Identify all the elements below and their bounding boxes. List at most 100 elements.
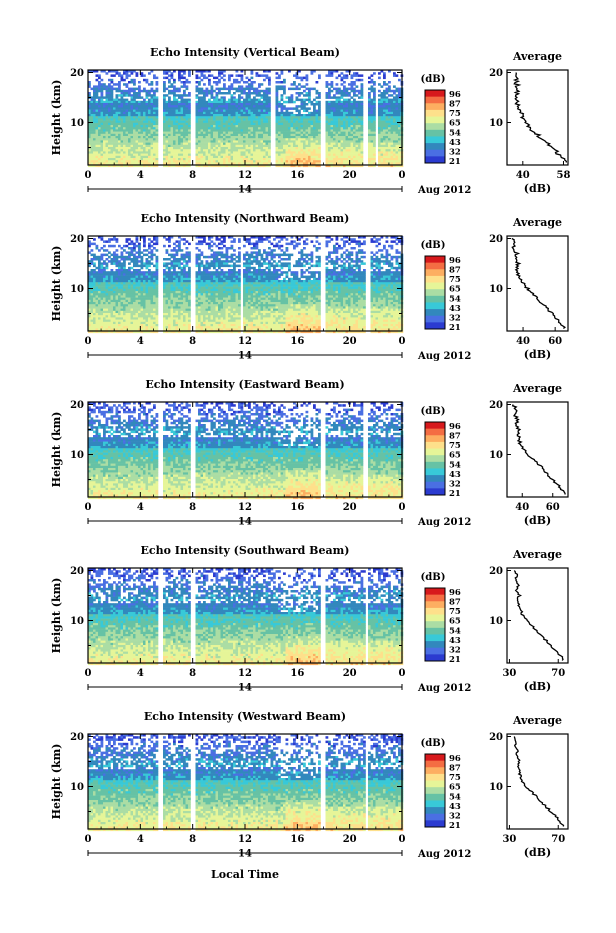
x-tick-label: 8 — [189, 668, 196, 679]
colorbar-tick-label: 43 — [449, 802, 461, 812]
average-profile-line — [514, 571, 563, 661]
average-profile-line — [514, 737, 563, 827]
average-x-tick-label: 60 — [546, 502, 560, 513]
date-label: Aug 2012 — [417, 849, 471, 860]
date-label: Aug 2012 — [417, 351, 471, 362]
colorbar-tick-label: 65 — [449, 285, 461, 295]
colorbar-swatch — [425, 634, 445, 641]
colorbar-tick-label: 75 — [449, 607, 461, 617]
colorbar-tick-label: 54 — [449, 128, 461, 138]
colorbar-tick-label: 75 — [449, 441, 461, 451]
colorbar-swatch — [425, 648, 445, 655]
colorbar-tick-label: 96 — [449, 256, 461, 266]
average-x-tick-label: 30 — [502, 668, 516, 679]
x-tick-label: 0 — [85, 502, 92, 513]
average-y-tick-label: 20 — [489, 68, 503, 79]
average-x-label: (dB) — [524, 348, 551, 361]
colorbar-tick-label: 75 — [449, 109, 461, 119]
x-tick-label: 8 — [189, 502, 196, 513]
colorbar-swatch — [425, 90, 445, 97]
y-axis-label: Height (km) — [50, 744, 63, 820]
colorbar-tick-label: 65 — [449, 783, 461, 793]
x-tick-label: 0 — [399, 336, 406, 347]
colorbar-tick-label: 54 — [449, 792, 461, 802]
colorbar-swatch — [425, 820, 445, 827]
colorbar-swatch — [425, 615, 445, 622]
x-tick-label: 0 — [85, 834, 92, 845]
x-tick-label: 0 — [85, 170, 92, 181]
colorbar-tick-label: 87 — [449, 598, 461, 608]
x-tick-label: 8 — [189, 170, 196, 181]
colorbar-swatch — [425, 276, 445, 283]
date-tick-label: 14 — [238, 351, 252, 362]
colorbar-swatch — [425, 316, 445, 323]
panel-title: Echo Intensity (Vertical Beam) — [150, 46, 340, 59]
average-title: Average — [512, 50, 562, 63]
average-profile-line — [514, 73, 566, 163]
average-x-tick-label: 40 — [516, 170, 530, 181]
average-x-tick-label: 40 — [516, 336, 530, 347]
date-label: Aug 2012 — [417, 185, 471, 196]
colorbar-swatch — [425, 302, 445, 309]
colorbar-swatch — [425, 103, 445, 110]
colorbar-tick-label: 75 — [449, 275, 461, 285]
heatmap-cells — [88, 236, 403, 333]
average-x-tick-label: 40 — [515, 502, 529, 513]
colorbar-tick-label: 96 — [449, 422, 461, 432]
average-y-tick-label: 20 — [489, 732, 503, 743]
colorbar-tick-label: 87 — [449, 266, 461, 276]
colorbar-unit: (dB) — [421, 406, 446, 417]
x-tick-label: 0 — [399, 668, 406, 679]
y-axis-label: Height (km) — [50, 246, 63, 322]
colorbar-swatch — [425, 283, 445, 290]
colorbar-swatch — [425, 475, 445, 482]
colorbar-tick-label: 43 — [449, 470, 461, 480]
x-tick-label: 4 — [137, 170, 144, 181]
colorbar-tick-label: 87 — [449, 764, 461, 774]
y-tick-label: 20 — [70, 732, 84, 743]
colorbar-unit: (dB) — [421, 74, 446, 85]
y-tick-label: 10 — [70, 450, 84, 461]
colorbar-swatch — [425, 595, 445, 602]
colorbar-swatch — [425, 482, 445, 489]
colorbar-tick-label: 65 — [449, 617, 461, 627]
colorbar-swatch — [425, 807, 445, 814]
colorbar-swatch — [425, 130, 445, 137]
colorbar-swatch — [425, 156, 445, 163]
date-tick-label: 14 — [238, 683, 252, 694]
colorbar-swatch — [425, 761, 445, 768]
colorbar-swatch — [425, 296, 445, 303]
colorbar-swatch — [425, 774, 445, 781]
y-tick-label: 10 — [70, 616, 84, 627]
colorbar-swatch — [425, 429, 445, 436]
average-title: Average — [512, 714, 562, 727]
x-tick-label: 0 — [85, 668, 92, 679]
average-x-tick-label: 60 — [548, 336, 562, 347]
panel-title: Echo Intensity (Westward Beam) — [144, 710, 346, 723]
y-tick-label: 10 — [70, 284, 84, 295]
colorbar-swatch — [425, 654, 445, 661]
colorbar-swatch — [425, 767, 445, 774]
colorbar-tick-label: 65 — [449, 119, 461, 129]
colorbar-swatch — [425, 123, 445, 130]
heatmap-cells — [88, 734, 403, 831]
x-tick-label: 16 — [290, 834, 304, 845]
colorbar-swatch — [425, 269, 445, 276]
average-x-tick-label: 30 — [502, 834, 516, 845]
average-y-tick-label: 20 — [489, 234, 503, 245]
x-tick-label: 0 — [399, 834, 406, 845]
colorbar-swatch — [425, 435, 445, 442]
colorbar-tick-label: 43 — [449, 304, 461, 314]
y-tick-label: 10 — [70, 782, 84, 793]
colorbar-swatch — [425, 601, 445, 608]
x-tick-label: 12 — [238, 834, 252, 845]
colorbar-swatch — [425, 787, 445, 794]
colorbar-swatch — [425, 468, 445, 475]
colorbar-swatch — [425, 588, 445, 595]
average-y-tick-label: 10 — [489, 782, 503, 793]
x-tick-label: 4 — [137, 502, 144, 513]
colorbar-tick-label: 43 — [449, 636, 461, 646]
